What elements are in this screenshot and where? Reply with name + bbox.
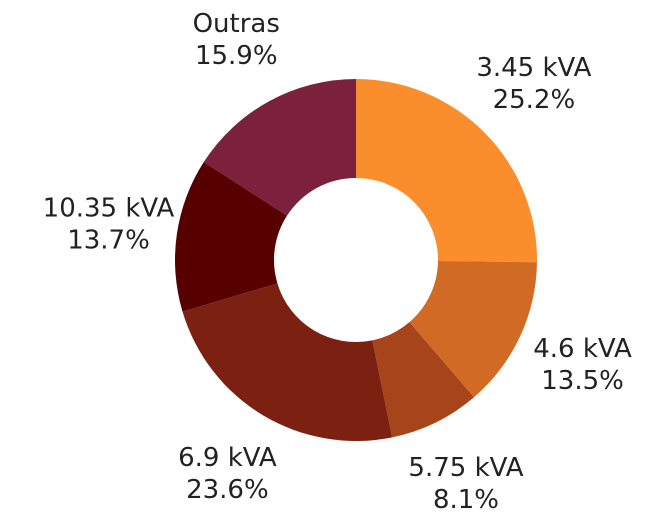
- slice-label: 6.9 kVA: [178, 443, 277, 473]
- slice-value-label: 13.5%: [541, 366, 624, 396]
- slice-value-label: 25.2%: [493, 85, 576, 115]
- slice: [175, 162, 288, 312]
- slice-value-label: 8.1%: [433, 485, 499, 515]
- slice-label: 5.75 kVA: [408, 453, 523, 483]
- slice: [182, 283, 393, 442]
- slice-value-label: 15.9%: [195, 41, 278, 71]
- slice: [409, 261, 537, 398]
- slice-label: Outras: [193, 9, 280, 39]
- slice-value-label: 13.7%: [67, 225, 150, 255]
- slice-label: 10.35 kVA: [43, 193, 175, 223]
- slice: [203, 79, 356, 216]
- slice: [356, 79, 537, 263]
- slice: [372, 322, 474, 438]
- slice-value-label: 23.6%: [186, 475, 269, 505]
- slice-label: 3.45 kVA: [476, 53, 591, 83]
- slice-label: 4.6 kVA: [533, 334, 632, 364]
